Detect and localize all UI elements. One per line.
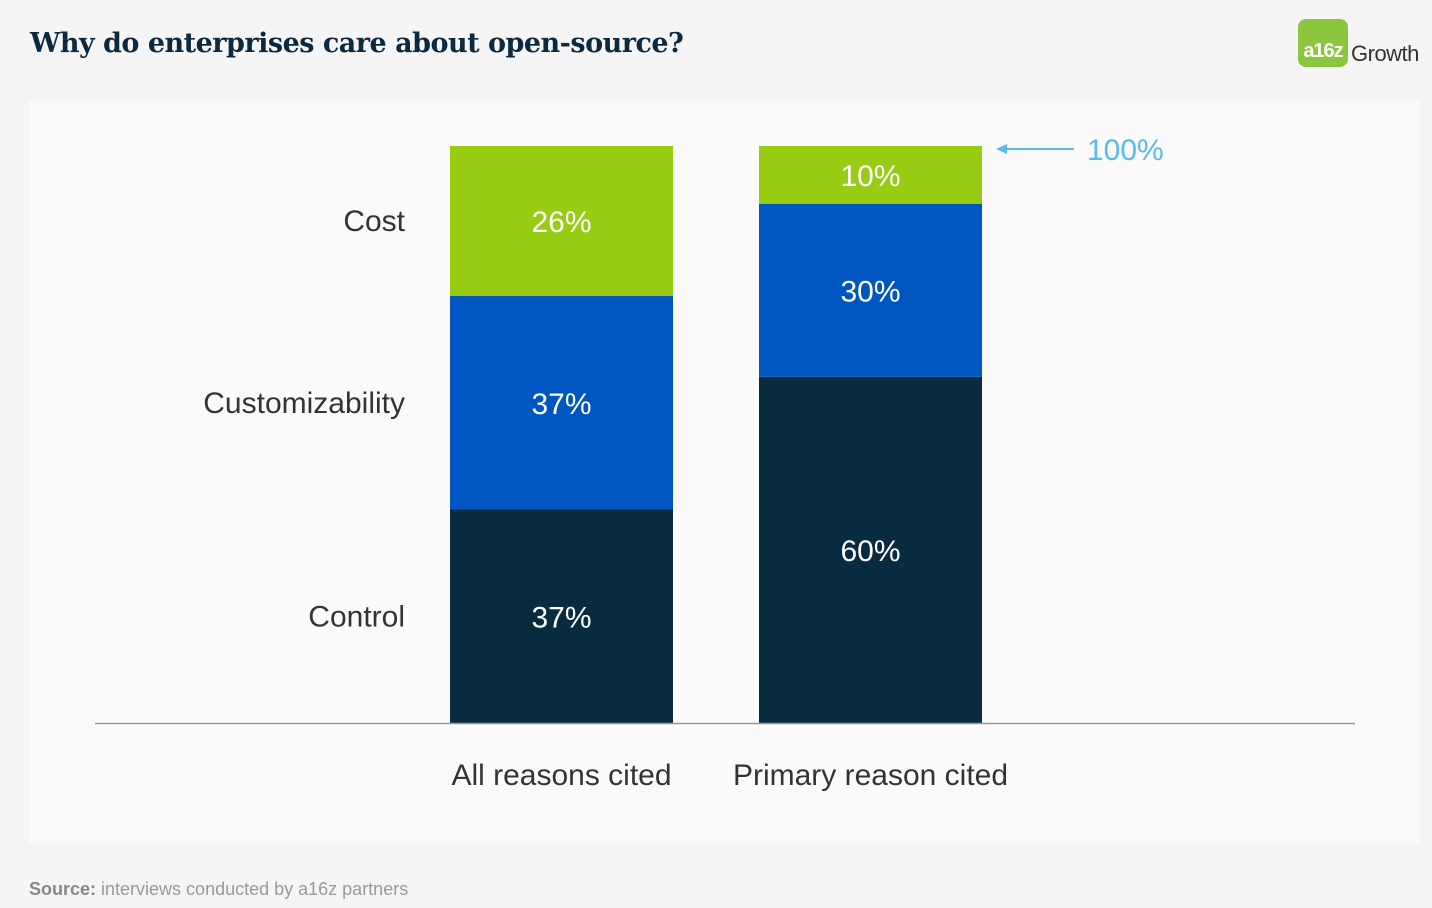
- logo-mark: a16z: [1298, 19, 1348, 67]
- category-label: Primary reason cited: [733, 759, 1008, 792]
- category-label: All reasons cited: [451, 759, 671, 792]
- a16z-growth-logo: a16z Growth: [1298, 19, 1428, 69]
- bar-segment-control: [759, 376, 982, 723]
- source-text: interviews conducted by a16z partners: [96, 879, 409, 899]
- logo-word: Growth: [1351, 41, 1419, 66]
- stacked-bar-chart: 37% 37% 26% All reasons cited 60% 30% 10% Prima…: [95, 134, 1355, 792]
- series-label: Control: [308, 600, 405, 633]
- bar-segment-cost: [450, 146, 673, 297]
- data-label: 10%: [840, 160, 900, 193]
- data-label: 37%: [531, 601, 591, 634]
- chart-panel: 37% 37% 26% All reasons cited 60% 30% 10% Prima…: [29, 101, 1420, 843]
- source-note: Source: interviews conducted by a16z par…: [29, 879, 408, 900]
- data-label: 60%: [840, 535, 900, 568]
- series-label: Customizability: [203, 387, 405, 420]
- bar-segment-control: [450, 509, 673, 723]
- data-label: 26%: [531, 206, 591, 239]
- series-label: Cost: [343, 205, 405, 238]
- annotation-arrow-head: [996, 144, 1007, 154]
- chart-title: Why do enterprises care about open-sourc…: [30, 28, 684, 59]
- bar-segment-cost: [759, 146, 982, 204]
- data-label: 37%: [531, 388, 591, 421]
- annotation-label: 100%: [1087, 134, 1164, 167]
- bar-segment-customizability: [450, 296, 673, 510]
- bar-segment-customizability: [759, 203, 982, 377]
- source-label: Source:: [29, 879, 97, 899]
- data-label: 30%: [840, 275, 900, 308]
